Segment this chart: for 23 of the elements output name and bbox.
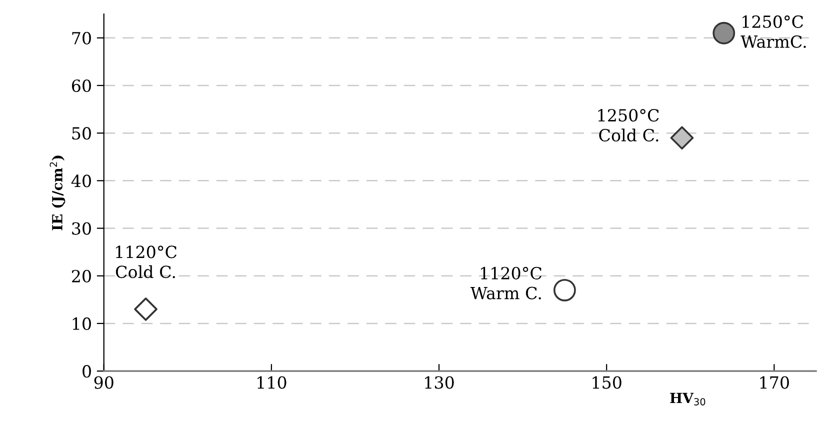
x-axis-title: HV$_{30}$	[670, 392, 706, 406]
x-tick-label: 130	[425, 376, 454, 389]
y-tick-label: 40	[71, 174, 91, 188]
y-tick-label: 10	[72, 317, 91, 330]
point	[134, 298, 158, 321]
y-tick-label: 60	[72, 79, 91, 92]
y-tick-label: 70	[72, 32, 91, 44]
x-tick-label: 170	[760, 376, 789, 389]
x-tick-label: 90	[94, 376, 114, 389]
text: 1120°C Cold C.	[116, 246, 177, 278]
series-label: 1250°C Cold C.	[598, 108, 659, 142]
point	[553, 278, 576, 302]
y-tick-label: 0	[82, 365, 91, 378]
x-tick-label: 150	[592, 376, 622, 389]
series-label: 1250°C WarmC.	[740, 15, 806, 48]
y-tick-label: 50	[72, 127, 91, 140]
series-label: 1120°C Warm C.	[470, 266, 542, 300]
point	[670, 126, 694, 150]
y-axis-title: IE (J/cm$^{2}$)	[50, 156, 66, 230]
x-tick-label: 110	[258, 376, 286, 389]
y-tick-label: 30	[72, 222, 91, 235]
point	[712, 22, 736, 44]
y-tick-label: 20	[72, 270, 91, 282]
